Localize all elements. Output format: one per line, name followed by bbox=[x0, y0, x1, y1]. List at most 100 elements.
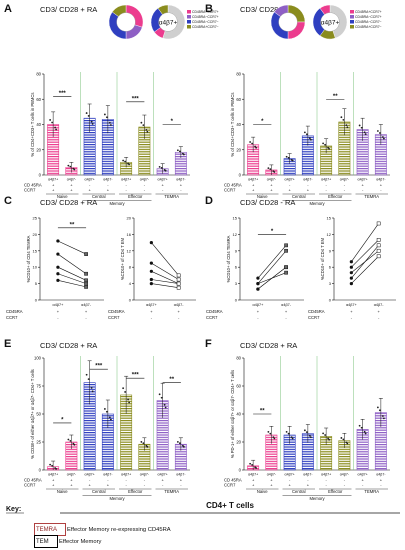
sign-ra: + bbox=[52, 478, 55, 483]
row-label-ra: CD45RA bbox=[6, 309, 23, 314]
data-point bbox=[249, 141, 252, 143]
data-point bbox=[51, 121, 54, 124]
x-tick-label: α4β7- bbox=[67, 473, 77, 477]
sign-ccr7: + bbox=[70, 483, 73, 488]
group-label: Central bbox=[292, 194, 306, 199]
data-point bbox=[51, 464, 54, 467]
data-point bbox=[255, 146, 258, 149]
sign-ccr7: + bbox=[307, 483, 310, 488]
y-tick-label: 80 bbox=[236, 72, 241, 77]
data-point bbox=[108, 121, 111, 124]
y-tick-label: 40 bbox=[236, 122, 241, 127]
y-tick-label: 20 bbox=[236, 147, 241, 152]
x-tick-label: α4β7- bbox=[174, 303, 185, 307]
x-tick-label: α4β7+ bbox=[121, 178, 131, 182]
pair-line bbox=[151, 283, 179, 288]
x-tick-label: α4β7- bbox=[374, 303, 385, 307]
sign-ccr7: - bbox=[285, 315, 287, 320]
data-point bbox=[358, 424, 361, 427]
row-label-ra: CD 45RA bbox=[224, 183, 242, 188]
group-label: Naive bbox=[57, 489, 68, 494]
x-tick-label: α4β7- bbox=[303, 178, 313, 182]
group-label: TEMRA bbox=[164, 194, 179, 199]
data-point bbox=[363, 430, 366, 433]
x-tick-label: α4β7+ bbox=[285, 178, 295, 182]
legend-swatch bbox=[187, 25, 191, 29]
group-label: Naive bbox=[57, 194, 68, 199]
legend-swatch bbox=[187, 10, 191, 14]
data-point bbox=[91, 390, 94, 393]
x-tick-label: α4β7+ bbox=[358, 473, 368, 477]
y-tick-label: 60 bbox=[236, 384, 241, 389]
sign-ra: + bbox=[180, 183, 183, 188]
y-tick-label: 9 bbox=[235, 248, 238, 253]
data-point bbox=[381, 415, 384, 417]
data-point bbox=[127, 398, 130, 401]
sign-ccr7: + bbox=[270, 188, 273, 193]
data-point bbox=[90, 386, 93, 389]
panel-A: A CD3/ CD28 + RA 0 20 40 60 80 % of CD4+CD3+ T … bbox=[4, 3, 190, 206]
data-point bbox=[122, 387, 125, 390]
sign-ra: + bbox=[361, 478, 364, 483]
group-label: Naive bbox=[257, 194, 268, 199]
y-tick-label: 60 bbox=[236, 97, 241, 102]
x-tick-label: α4β7+ bbox=[253, 303, 265, 307]
group-label: Effector bbox=[328, 194, 343, 199]
pair-line bbox=[57, 253, 87, 275]
row-label-ccr7-d: CCR7 bbox=[206, 315, 218, 320]
key-item-tem-abbr: TEM bbox=[36, 539, 49, 545]
data-point bbox=[287, 432, 290, 435]
data-point bbox=[55, 128, 58, 131]
data-point bbox=[376, 406, 379, 409]
pair-line bbox=[257, 250, 287, 284]
sign-ra: + bbox=[70, 478, 73, 483]
group-label: Central bbox=[292, 489, 306, 494]
y-tick-label: 0 bbox=[329, 298, 332, 303]
data-point bbox=[69, 165, 72, 168]
x-tick-label: α4β7+ bbox=[358, 178, 368, 182]
data-point bbox=[340, 437, 343, 439]
pair-point-b bbox=[376, 238, 381, 242]
data-point bbox=[128, 401, 131, 404]
pair-point-b bbox=[376, 248, 381, 253]
y-tick-label: 5 bbox=[35, 281, 38, 286]
legend-a: CD45RA+CCR7+CD45RA−CCR7+CD45RA−CCR7−CD45… bbox=[187, 10, 219, 29]
pair-point-a bbox=[56, 239, 60, 243]
pair-point-a bbox=[349, 260, 353, 264]
data-point bbox=[67, 438, 70, 441]
y-axis-label: % of CD4+CD3+ T cells in PBMCs bbox=[230, 92, 235, 156]
sign-ccr7: + bbox=[88, 188, 91, 193]
sign-ra: + bbox=[57, 309, 60, 314]
y-tick-label: 75 bbox=[36, 384, 41, 389]
data-point bbox=[178, 150, 181, 153]
pie-a-1 bbox=[108, 4, 144, 40]
panel-letter-F: F bbox=[205, 338, 212, 350]
data-point bbox=[382, 137, 385, 140]
data-point bbox=[85, 373, 88, 376]
data-point bbox=[309, 436, 312, 439]
pair-line bbox=[151, 242, 179, 276]
data-point bbox=[182, 153, 185, 156]
y-tick-label: 40 bbox=[36, 122, 41, 127]
data-point bbox=[346, 126, 349, 129]
data-point bbox=[69, 439, 72, 442]
legend-label: CD45RA−CCR7− bbox=[355, 20, 382, 24]
row-label-ccr7: CCR7 bbox=[6, 315, 18, 320]
data-point bbox=[308, 137, 311, 140]
data-point bbox=[178, 442, 181, 445]
panel-title-A: CD3/ CD28 + RA bbox=[40, 5, 97, 14]
pair-line bbox=[151, 271, 179, 284]
y-tick-label: 6 bbox=[329, 265, 332, 270]
data-point bbox=[269, 432, 272, 435]
data-point bbox=[160, 396, 163, 399]
data-point bbox=[160, 166, 163, 169]
y-tick-label: 3 bbox=[235, 281, 238, 286]
sign-ccr7: - bbox=[125, 483, 127, 488]
data-point bbox=[251, 464, 254, 466]
sign-ra: - bbox=[344, 183, 346, 188]
group-label: Effector bbox=[328, 489, 343, 494]
data-point bbox=[164, 406, 167, 409]
data-point bbox=[322, 432, 325, 435]
